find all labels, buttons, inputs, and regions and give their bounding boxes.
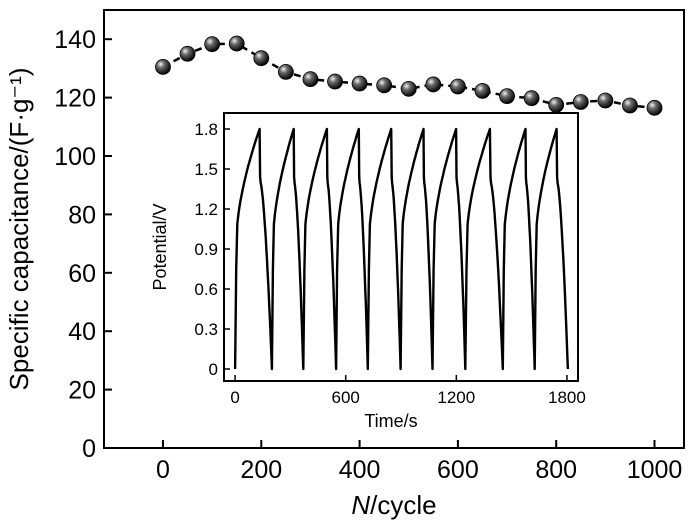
y-tick-label: 100 [54,143,96,171]
data-point [646,99,663,116]
x-tick-label: 1000 [627,456,683,484]
inset-y-tick-label: 0 [209,360,218,379]
y-axis-label: Specific capacitance/(F·g⁻¹) [4,68,34,391]
x-tick-label: 400 [339,456,381,484]
data-point [523,90,540,107]
x-tick-label: 0 [156,456,170,484]
main-plot-frame [103,9,685,449]
data-point [548,97,565,113]
inset-x-tick-label: 1200 [437,388,475,407]
main-series-line [162,42,655,110]
inset-y-tick-label: 0.6 [194,280,218,299]
data-point [351,75,368,92]
y-tick-label: 0 [82,435,96,463]
inset-y-tick-label: 0.9 [194,240,218,259]
inset-ticks: 0 600 1200 1800 0 0.3 0.6 0.9 1.2 1.5 1.8 [194,120,585,407]
x-axis-label-rest: /cycle [370,490,436,520]
data-point [302,71,319,88]
y-tick-label: 140 [54,26,96,54]
x-axis-label: N/cycle [351,490,436,520]
inset-x-axis-label: Time/s [364,411,417,431]
series-line [162,42,655,110]
gcd-curve [233,127,570,371]
data-point [155,59,171,75]
x-axis-label-italic: N [351,490,370,520]
x-tick-label: 200 [240,456,282,484]
data-point [499,88,515,105]
y-tick-label: 60 [68,260,96,288]
inset-series-curve [233,127,570,371]
data-point [400,80,417,97]
inset-x-tick-label: 600 [332,388,360,407]
y-tick-label: 20 [68,377,96,405]
main-series-points [155,35,663,116]
data-point [277,64,294,80]
inset-y-tick-label: 1.5 [194,160,218,179]
data-point [425,76,442,93]
data-point [376,77,393,94]
inset-x-tick-label: 1800 [548,388,586,407]
inset-x-tick-label: 0 [230,388,239,407]
data-point [449,78,466,95]
data-point [204,36,221,53]
data-point [253,50,270,67]
data-point [622,97,638,114]
x-tick-label: 800 [535,456,577,484]
x-tick-label: 600 [437,456,479,484]
inset-y-axis-label: Potential/V [150,203,170,290]
inset-y-tick-label: 1.8 [194,120,218,139]
y-tick-label: 120 [54,85,96,113]
main-ticks: 0 200 400 600 800 1000 0 20 40 60 80 100 120 140 [54,26,682,484]
data-point [228,35,245,52]
y-tick-label: 80 [68,201,96,229]
y-tick-label: 40 [68,318,96,346]
data-point [474,82,491,99]
data-point [572,94,589,110]
data-point [327,73,343,90]
data-point [179,45,196,62]
inset-y-tick-label: 1.2 [194,200,218,219]
inset-y-tick-label: 0.3 [194,320,218,339]
data-point [597,92,614,109]
